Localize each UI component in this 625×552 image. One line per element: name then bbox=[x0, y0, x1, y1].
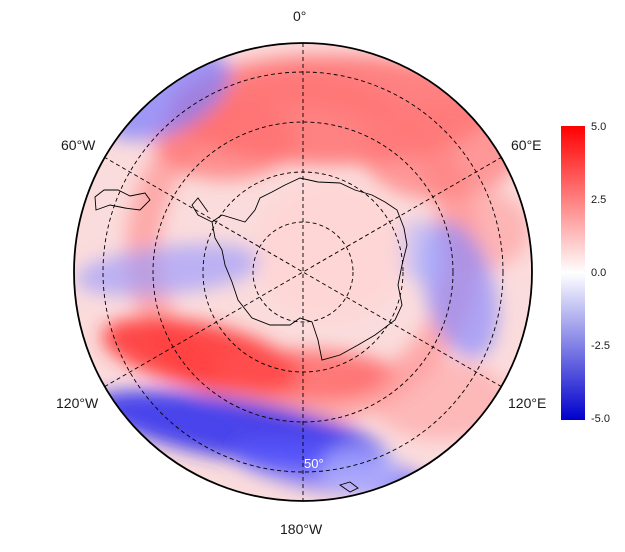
colorbar bbox=[561, 126, 585, 420]
lon-label-top: 0° bbox=[293, 8, 307, 24]
lon-label-bottom: 180°W bbox=[280, 521, 323, 537]
lon-label-lower-left: 120°W bbox=[56, 395, 99, 411]
map-boundary bbox=[73, 42, 533, 502]
colorbar-tick-neg-5: -5.0 bbox=[591, 413, 610, 425]
colorbar-tick-0: 0.0 bbox=[591, 267, 607, 279]
lon-label-lower-right: 120°E bbox=[508, 395, 547, 411]
lon-label-upper-left: 60°W bbox=[61, 137, 96, 153]
lat-label-50: 50° bbox=[304, 456, 324, 471]
colorbar-tick-2-5: 2.5 bbox=[591, 194, 607, 206]
lon-label-upper-right: 60°E bbox=[511, 137, 542, 153]
colorbar-tick-5: 5.0 bbox=[591, 121, 607, 133]
anomaly-field bbox=[74, 43, 532, 501]
colorbar-tick-neg-2-5: -2.5 bbox=[591, 340, 610, 352]
graticule bbox=[102, 43, 504, 501]
